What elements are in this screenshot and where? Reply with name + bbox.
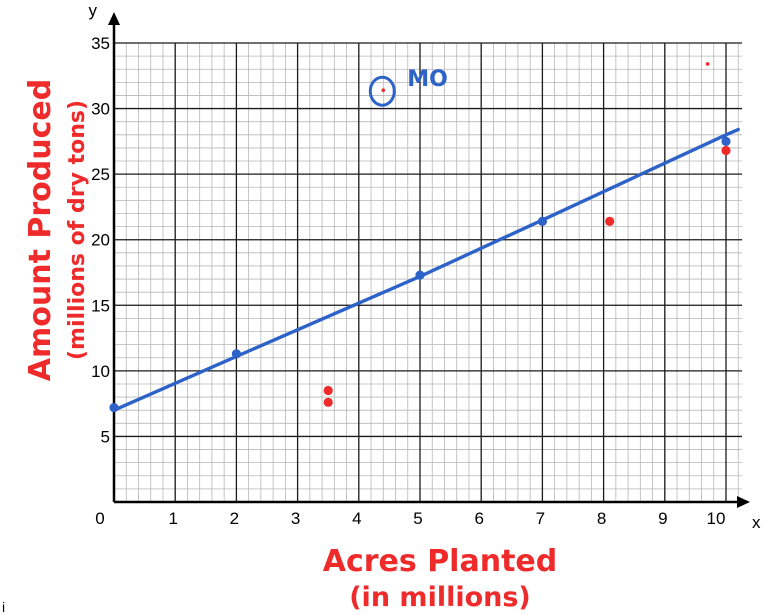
data-point (231, 349, 241, 359)
y-tick-label: 30 (91, 100, 110, 119)
y-axis-letter: y (89, 1, 98, 20)
y-axis-title-line2: (millions of dry tons) (65, 100, 90, 360)
y-tick-label: 10 (91, 362, 110, 381)
annotation-layer: MO (368, 67, 448, 107)
data-point (381, 88, 386, 93)
x-tick-label: 5 (413, 509, 422, 528)
axes (108, 12, 750, 508)
x-axis-letter: x (752, 513, 761, 532)
trend-line (112, 127, 740, 412)
x-tick-label: 1 (168, 509, 177, 528)
y-tick-label: 20 (91, 231, 110, 250)
data-point (721, 136, 731, 146)
x-tick-label: 2 (230, 509, 239, 528)
x-tick-labels: 0 1 2 3 4 5 6 7 8 9 10 (95, 509, 725, 528)
data-point (721, 145, 731, 156)
x-tick-label: 6 (474, 509, 483, 528)
y-tick-label: 15 (91, 296, 110, 315)
x-tick-label: 10 (707, 509, 726, 528)
data-point (537, 216, 548, 226)
y-axis-title: Amount Produced (millions of dry tons) (23, 79, 90, 381)
data-point (323, 397, 333, 407)
x-axis-title-line2: (in millions) (349, 582, 531, 613)
trend-line-layer (112, 127, 740, 412)
data-point (415, 270, 425, 280)
data-points-layer (109, 62, 731, 413)
data-point (323, 385, 333, 396)
y-tick-label: 5 (101, 427, 110, 446)
x-tick-label: 4 (352, 509, 361, 528)
x-tick-label: 8 (597, 509, 606, 528)
annotation-circle (368, 75, 396, 107)
annotation-label: MO (407, 67, 448, 92)
data-point (605, 216, 615, 226)
grid-major (114, 42, 742, 502)
stray-mark: i (2, 599, 5, 615)
x-axis-arrow (737, 496, 750, 508)
y-axis-title-line1: Amount Produced (23, 79, 58, 381)
y-tick-labels: 5 10 15 20 25 30 35 (91, 34, 110, 446)
x-axis-title-line1: Acres Planted (323, 544, 557, 579)
x-tick-label: 0 (95, 509, 104, 528)
data-point (109, 402, 119, 413)
y-axis-arrow (108, 12, 120, 25)
x-tick-label: 7 (536, 509, 545, 528)
data-point (705, 62, 710, 66)
x-tick-label: 9 (658, 509, 667, 528)
y-tick-label: 25 (91, 165, 110, 184)
x-tick-label: 3 (291, 509, 300, 528)
y-tick-label: 35 (91, 34, 110, 53)
